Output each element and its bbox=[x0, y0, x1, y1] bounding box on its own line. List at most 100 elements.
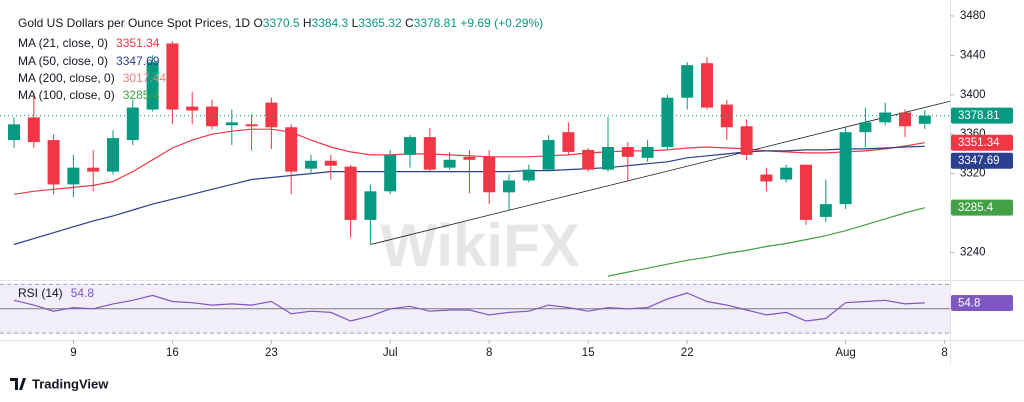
candle-body bbox=[225, 122, 238, 126]
rsi-name: RSI (14) bbox=[18, 286, 63, 300]
candle-body bbox=[522, 169, 535, 181]
rsi-line bbox=[13, 292, 925, 322]
candle-body bbox=[87, 167, 100, 172]
candle-body bbox=[641, 146, 654, 158]
candle-body bbox=[384, 154, 397, 192]
chart-title: Gold US Dollars per Ounce Spot Prices, 1… bbox=[18, 16, 250, 30]
candle-body bbox=[404, 137, 416, 155]
candle-body bbox=[602, 146, 614, 170]
candle-body bbox=[859, 122, 872, 133]
candle-body bbox=[720, 104, 733, 128]
candle-body bbox=[166, 43, 179, 110]
x-tick-label: 9 bbox=[70, 347, 76, 359]
x-tick-label: 8 bbox=[486, 347, 492, 359]
candle-body bbox=[760, 174, 773, 182]
candle-body bbox=[245, 124, 258, 127]
ohlc-letter: L bbox=[352, 16, 359, 30]
price-tag bbox=[951, 152, 1013, 169]
y-tick-label: 3440 bbox=[960, 49, 986, 61]
y-tick-label: 3480 bbox=[960, 10, 986, 22]
x-tick-label: 8 bbox=[941, 347, 947, 359]
legend-value: 3351.34 bbox=[116, 36, 160, 50]
legend-value: 3285.4 bbox=[123, 88, 160, 102]
candle-body bbox=[839, 132, 852, 205]
candle-body bbox=[27, 117, 40, 143]
candle-body bbox=[918, 115, 931, 124]
watermark: WikiFX bbox=[380, 212, 579, 279]
main-pane bbox=[0, 41, 950, 277]
candle-body bbox=[324, 160, 337, 166]
ohlc-letter: C bbox=[405, 16, 414, 30]
change: +9.69 (+0.29%) bbox=[460, 16, 543, 30]
rsi-value: 54.8 bbox=[71, 286, 95, 300]
ohlc-value: 3378.81 bbox=[414, 16, 458, 30]
candle-body bbox=[621, 146, 634, 157]
candle-body bbox=[344, 166, 357, 220]
candle-body bbox=[206, 106, 218, 127]
x-tick-label: Aug bbox=[835, 347, 855, 359]
candle-body bbox=[186, 106, 199, 111]
y-tick-label: 3240 bbox=[960, 246, 986, 258]
candle-body bbox=[364, 191, 377, 220]
ma-line bbox=[607, 207, 925, 277]
brand-name: TradingView bbox=[32, 376, 109, 391]
x-tick-label: 22 bbox=[681, 347, 694, 359]
candle-body bbox=[582, 149, 595, 170]
rsi-tag-label: 54.8 bbox=[958, 297, 980, 309]
price-tag bbox=[951, 199, 1013, 216]
y-tick-label: 3320 bbox=[960, 168, 986, 180]
x-tick-label: 16 bbox=[166, 347, 179, 359]
x-tick-label: 23 bbox=[265, 347, 278, 359]
candle-body bbox=[423, 137, 436, 170]
candle-body bbox=[47, 140, 60, 185]
candle-body bbox=[503, 180, 515, 193]
rsi-tag bbox=[951, 294, 1013, 311]
rsi-pane bbox=[0, 283, 950, 334]
candle-body bbox=[681, 65, 694, 98]
candle-body bbox=[819, 204, 832, 217]
legend-value: 3347.69 bbox=[116, 54, 160, 68]
price-tag-label: 3378.81 bbox=[958, 110, 1000, 122]
legend-name: MA (21, close, 0) bbox=[18, 36, 108, 50]
candle-body bbox=[701, 63, 713, 108]
price-tag-label: 3285.4 bbox=[958, 202, 994, 214]
price-tag bbox=[951, 134, 1013, 151]
candle-body bbox=[126, 107, 139, 141]
header: Gold US Dollars per Ounce Spot Prices, 1… bbox=[18, 16, 543, 30]
candle-body bbox=[146, 62, 159, 110]
ohlc-letter: O bbox=[253, 16, 262, 30]
legend-value: 3017.44 bbox=[123, 71, 167, 85]
candle-body bbox=[483, 156, 496, 193]
brand-logo: TradingView bbox=[10, 376, 109, 391]
legend-name: MA (50, close, 0) bbox=[18, 54, 108, 68]
ohlc-value: 3370.5 bbox=[263, 16, 300, 30]
candle-body bbox=[285, 127, 298, 172]
candle-body bbox=[67, 167, 80, 185]
price-tag-label: 3347.69 bbox=[958, 155, 1000, 167]
candle-body bbox=[562, 132, 575, 152]
candle-body bbox=[740, 126, 753, 155]
logo-icon bbox=[10, 378, 26, 390]
candle-body bbox=[542, 140, 555, 170]
candle-body bbox=[800, 164, 812, 220]
ohlc-letter: H bbox=[303, 16, 312, 30]
candle-body bbox=[899, 112, 911, 127]
candle-body bbox=[305, 160, 317, 169]
price-tag-label: 3351.34 bbox=[958, 137, 1000, 149]
candle-body bbox=[8, 124, 20, 141]
ohlc-value: 3365.32 bbox=[358, 16, 402, 30]
candle-body bbox=[879, 112, 892, 123]
candle-body bbox=[780, 167, 793, 180]
x-tick-label: Jul bbox=[383, 347, 398, 359]
candle-body bbox=[107, 138, 119, 172]
legend: Gold US Dollars per Ounce Spot Prices, 1… bbox=[18, 16, 543, 300]
candle-body bbox=[661, 97, 674, 147]
y-tick-label: 3400 bbox=[960, 89, 986, 101]
candle-body bbox=[265, 102, 278, 128]
x-tick-label: 15 bbox=[582, 347, 595, 359]
legend-name: MA (100, close, 0) bbox=[18, 88, 115, 102]
legend-name: MA (200, close, 0) bbox=[18, 71, 115, 85]
